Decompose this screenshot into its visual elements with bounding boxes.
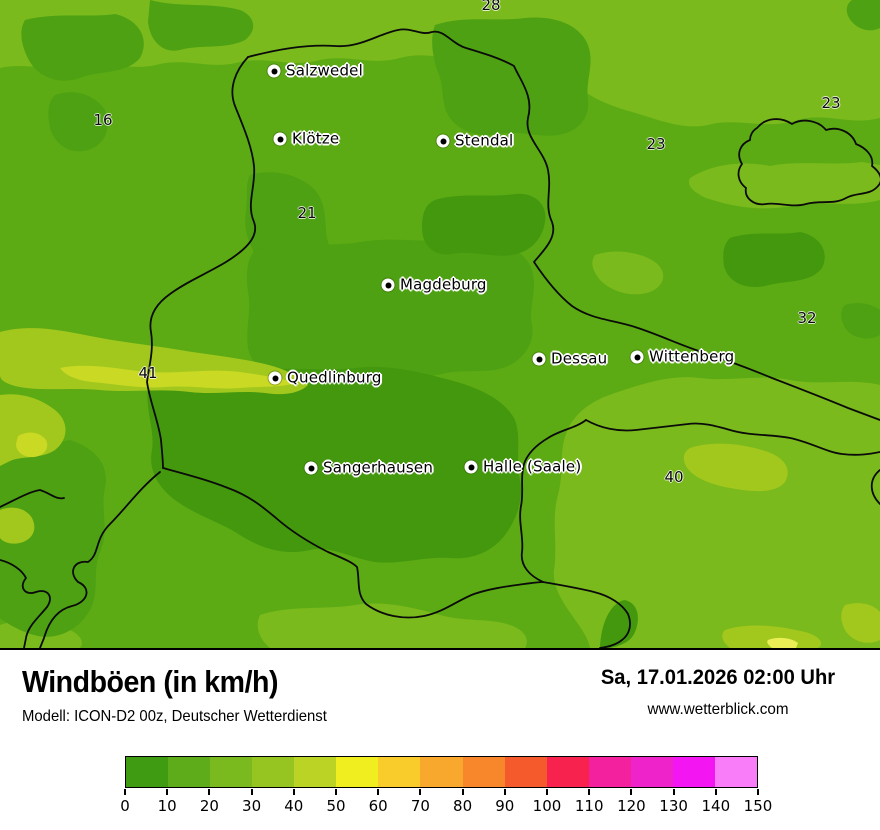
legend-tick-label: 80 <box>453 797 473 815</box>
model-info: Modell: ICON-D2 00z, Deutscher Wetterdie… <box>22 708 327 725</box>
legend-tick-label: 140 <box>701 797 731 815</box>
legend-tick <box>546 789 548 795</box>
legend-color-cell <box>420 757 463 787</box>
map-svg <box>0 0 880 648</box>
legend-tick-label: 110 <box>574 797 604 815</box>
legend-tick-label: 50 <box>326 797 346 815</box>
page-title: Windböen (in km/h) <box>22 664 279 699</box>
wind-speed-regions <box>0 0 880 648</box>
city-label-stendal: Stendal <box>455 131 514 150</box>
city-marker-wittenberg <box>630 350 644 364</box>
state-borders <box>0 28 880 648</box>
legend-tick-label: 40 <box>284 797 304 815</box>
legend-tick <box>588 789 591 795</box>
legend-tick <box>124 789 126 795</box>
legend-tick <box>672 789 675 795</box>
wind-value-label: 28 <box>481 0 501 14</box>
legend-color-cell <box>504 757 547 787</box>
legend-tick <box>250 789 253 795</box>
legend-color-cell <box>126 757 169 787</box>
legend-color-cell <box>714 757 757 787</box>
legend-tick <box>714 789 717 795</box>
legend-tick <box>377 789 380 795</box>
legend-tick <box>208 789 211 795</box>
city-marker-halle-saale <box>464 460 478 474</box>
legend-tick <box>335 789 337 795</box>
wind-value-label: 21 <box>297 204 317 222</box>
city-marker-stendal <box>436 134 450 148</box>
legend-tick <box>757 789 759 795</box>
legend-color-cell <box>210 757 253 787</box>
city-label-kl-tze: Klötze <box>292 129 340 148</box>
legend-tick-label: 70 <box>410 797 430 815</box>
legend-color-cell <box>630 757 673 787</box>
wind-value-label: 40 <box>664 468 684 486</box>
legend-tick <box>461 789 464 795</box>
city-label-wittenberg: Wittenberg <box>649 347 735 366</box>
city-label-quedlinburg: Quedlinburg <box>287 368 382 387</box>
legend-tick-label: 150 <box>743 797 773 815</box>
legend-colorbar <box>125 756 758 788</box>
city-marker-salzwedel <box>267 64 281 78</box>
forecast-datetime: Sa, 17.01.2026 02:00 Uhr <box>600 666 836 689</box>
legend-tick <box>419 789 422 795</box>
legend-color-cell <box>336 757 379 787</box>
legend-tick-label: 0 <box>120 797 130 815</box>
legend-tick-label: 10 <box>157 797 177 815</box>
legend-color-cell <box>462 757 505 787</box>
wind-value-label: 23 <box>646 135 666 153</box>
city-marker-magdeburg <box>381 278 395 292</box>
city-marker-kl-tze <box>273 132 287 146</box>
city-label-halle-saale: Halle (Saale) <box>483 457 582 476</box>
legend-tick-label: 120 <box>617 797 646 815</box>
wind-gust-map: Salzwedel Klötze Stendal Magdeburg Dessau Wit… <box>0 0 880 650</box>
legend-tick <box>503 789 506 795</box>
legend-color-cell <box>588 757 631 787</box>
wind-value-label: 41 <box>138 364 158 382</box>
footer: Windböen (in km/h) Modell: ICON-D2 00z, … <box>0 650 880 830</box>
legend-tick <box>292 789 295 795</box>
legend-tick-label: 100 <box>532 797 562 815</box>
legend-color-cell <box>378 757 421 787</box>
legend-color-cell <box>168 757 211 787</box>
city-label-sangerhausen: Sangerhausen <box>323 458 434 477</box>
city-marker-quedlinburg <box>268 371 282 385</box>
city-label-magdeburg: Magdeburg <box>400 275 487 294</box>
legend-tick-label: 130 <box>659 797 688 815</box>
legend-tick <box>166 789 169 795</box>
legend-tick-label: 90 <box>495 797 515 815</box>
legend-color-cell <box>546 757 589 787</box>
city-marker-sangerhausen <box>304 461 318 475</box>
wind-value-label: 23 <box>821 94 841 112</box>
legend-color-cell <box>672 757 715 787</box>
wind-value-label: 16 <box>93 111 113 129</box>
legend-tick-label: 60 <box>368 797 388 815</box>
city-label-salzwedel: Salzwedel <box>286 61 363 80</box>
legend-tick-label: 20 <box>199 797 219 815</box>
legend-color-cell <box>252 757 295 787</box>
legend-tick <box>630 789 633 795</box>
legend-color-cell <box>294 757 337 787</box>
legend-tick-label: 30 <box>242 797 262 815</box>
wind-value-label: 32 <box>797 309 817 327</box>
city-label-dessau: Dessau <box>551 349 608 368</box>
city-marker-dessau <box>532 352 546 366</box>
datetime-block: Sa, 17.01.2026 02:00 Uhr www.wetterblick… <box>578 666 858 719</box>
website-text: www.wetterblick.com <box>647 701 789 718</box>
map-label-layer: Salzwedel Klötze Stendal Magdeburg Dessau Wit… <box>0 0 880 648</box>
